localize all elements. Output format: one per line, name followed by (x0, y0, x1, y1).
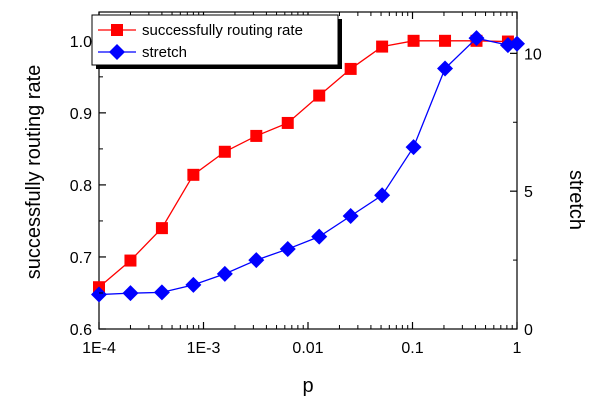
series-layer (91, 30, 525, 303)
data-point-stretch (405, 139, 422, 156)
data-point-successfully-routing-rate (376, 40, 389, 53)
y-right-tick-label: 10 (524, 46, 542, 63)
legend-label-stretch: stretch (142, 44, 187, 61)
series-line-successfully-routing-rate (98, 40, 508, 288)
data-point-stretch (509, 35, 525, 52)
data-point-stretch (216, 265, 233, 282)
data-point-stretch (311, 228, 328, 245)
x-tick-label: 0.01 (292, 340, 323, 357)
x-axis-title: p (302, 375, 313, 397)
data-point-stretch (374, 187, 391, 204)
data-point-successfully-routing-rate (407, 34, 420, 47)
data-point-stretch (279, 241, 296, 258)
data-point-stretch (122, 285, 139, 302)
data-point-successfully-routing-rate (281, 116, 294, 129)
data-point-successfully-routing-rate (439, 34, 452, 47)
data-point-successfully-routing-rate (313, 89, 326, 102)
y-right-tick-label: 0 (524, 322, 533, 339)
data-point-successfully-routing-rate (344, 62, 357, 75)
data-point-stretch (248, 252, 265, 269)
x-tick-label: 1 (513, 340, 522, 357)
data-point-stretch (342, 207, 359, 224)
y-left-tick-label: 0.9 (70, 106, 92, 123)
data-point-stretch (91, 286, 107, 303)
data-point-successfully-routing-rate (187, 168, 200, 181)
x-tick-label: 1E-3 (187, 340, 221, 357)
data-point-stretch (185, 276, 202, 293)
y-left-tick-label: 0.7 (70, 250, 92, 267)
data-point-successfully-routing-rate (218, 145, 231, 158)
data-point-successfully-routing-rate (124, 254, 137, 267)
legend-box (91, 14, 339, 66)
data-point-successfully-routing-rate (250, 129, 263, 142)
legend: successfully routing rate stretch (91, 14, 342, 69)
y-left-tick-label: 0.6 (70, 322, 92, 339)
y-right-axis-title: stretch (565, 170, 587, 230)
legend-marker-square (111, 24, 123, 36)
series-line-stretch (98, 37, 518, 296)
axes-layer: 1E-4 1E-3 0.01 0.1 1 0.6 0.7 0.8 0.9 1.0 0 5 10 (70, 12, 542, 357)
y-left-tick-label: 0.8 (70, 178, 92, 195)
series-successfully-routing-rate (93, 34, 514, 294)
data-point-stretch (153, 284, 170, 301)
legend-marker-diamond (109, 44, 125, 60)
data-point-stretch (437, 60, 454, 77)
series-stretch (91, 30, 525, 303)
y-right-tick-label: 5 (524, 184, 533, 201)
x-tick-label: 0.1 (401, 340, 423, 357)
legend-label-successfully-routing-rate: successfully routing rate (142, 22, 303, 39)
data-point-successfully-routing-rate (155, 222, 168, 235)
y-left-tick-label: 1.0 (70, 34, 92, 51)
data-point-stretch (468, 30, 485, 47)
y-left-axis-title: successfully routing rate (23, 65, 45, 280)
x-tick-label: 1E-4 (82, 340, 116, 357)
